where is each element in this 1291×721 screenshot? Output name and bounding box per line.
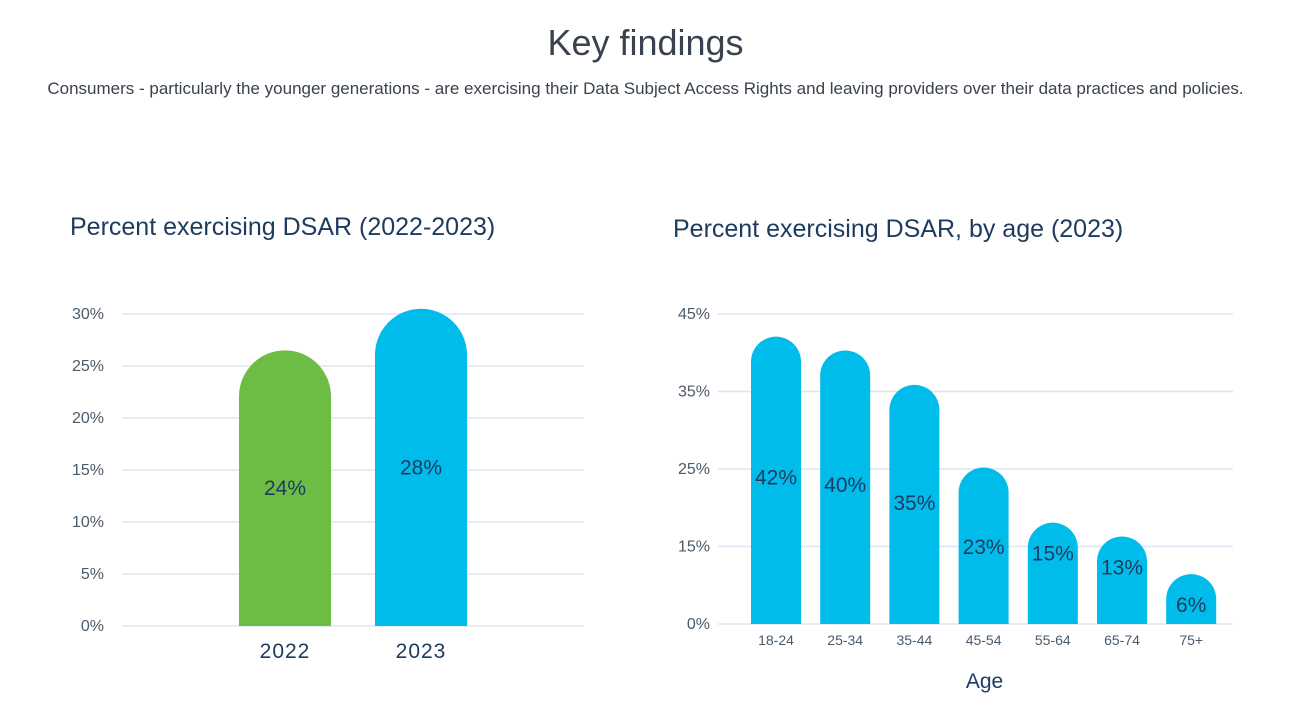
y-tick-label: 25% (678, 461, 710, 478)
y-tick-label: 5% (81, 566, 104, 583)
x-tick-label: 25-34 (827, 632, 863, 648)
data-label: 35% (893, 492, 935, 515)
data-label: 24% (264, 477, 306, 500)
chart-title-dsar-by-year: Percent exercising DSAR (2022-2023) (70, 213, 496, 241)
data-label: 28% (400, 456, 442, 479)
y-tick-label: 30% (72, 306, 104, 323)
x-tick-label: 45-54 (966, 632, 1002, 648)
data-label: 42% (755, 467, 797, 490)
x-tick-label: 18-24 (758, 632, 794, 648)
y-tick-label: 10% (72, 514, 104, 531)
x-axis-title: Age (966, 670, 1003, 693)
chart-title-dsar-by-age: Percent exercising DSAR, by age (2023) (673, 215, 1124, 243)
data-label: 23% (963, 536, 1005, 559)
data-label: 13% (1101, 556, 1143, 579)
bar-2022 (239, 350, 331, 626)
x-tick-label: 2022 (260, 640, 311, 663)
bar-65-74 (1097, 536, 1147, 624)
x-tick-label: 75+ (1179, 632, 1203, 648)
data-label: 15% (1032, 543, 1074, 566)
x-tick-label: 2023 (396, 640, 447, 663)
bar-18-24 (751, 336, 801, 624)
y-tick-label: 15% (678, 539, 710, 556)
data-label: 40% (824, 474, 866, 497)
y-tick-label: 20% (72, 410, 104, 427)
bar-75+ (1166, 574, 1217, 624)
x-tick-label: 35-44 (896, 632, 932, 648)
y-tick-label: 45% (678, 306, 710, 323)
data-label: 6% (1176, 594, 1206, 617)
y-tick-label: 25% (72, 358, 104, 375)
bar-35-44 (889, 384, 940, 624)
x-tick-label: 65-74 (1104, 632, 1140, 648)
y-tick-label: 15% (72, 462, 104, 479)
y-tick-label: 0% (687, 616, 710, 633)
x-tick-label: 55-64 (1035, 632, 1071, 648)
y-tick-label: 0% (81, 618, 104, 635)
bar-25-34 (820, 350, 871, 624)
bar-45-54 (958, 467, 1009, 624)
bar-55-64 (1027, 522, 1078, 624)
page-title: Key findings (547, 22, 744, 63)
bar-2023 (375, 308, 467, 626)
page-subtitle: Consumers - particularly the younger gen… (47, 79, 1244, 98)
y-tick-label: 35% (678, 384, 710, 401)
